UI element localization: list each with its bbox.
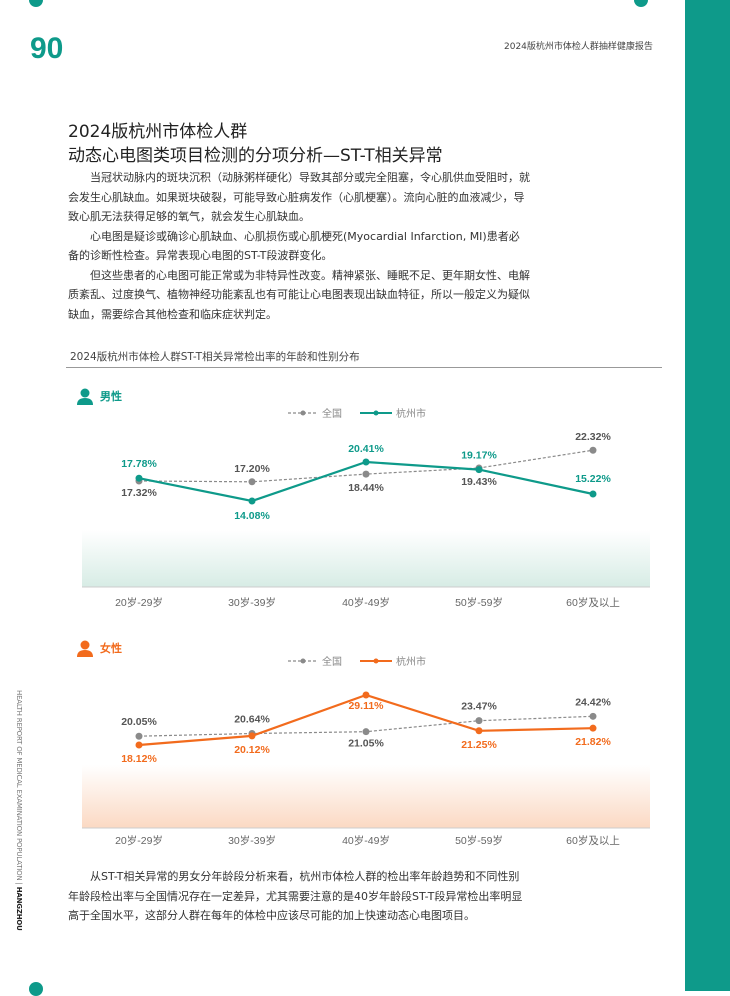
- national-point: [135, 477, 143, 485]
- decor-dot: [634, 0, 648, 7]
- title-line-1: 2024版杭州市体检人群: [68, 122, 248, 142]
- national-data-label: 24.42%: [575, 696, 611, 708]
- hangzhou-point: [362, 458, 370, 466]
- female-label: 女性: [100, 642, 122, 655]
- running-header: 2024版杭州市体检人群抽样健康报告: [504, 42, 653, 52]
- hangzhou-series-line: [138, 693, 594, 747]
- decor-dot: [29, 982, 43, 996]
- national-data-label: 20.64%: [234, 714, 270, 726]
- x-tick-label: 20岁-29岁: [115, 834, 163, 847]
- x-tick-label: 60岁及以上: [566, 596, 620, 609]
- x-tick-label: 50岁-59岁: [455, 834, 503, 847]
- national-data-label: 20.05%: [121, 716, 157, 728]
- national-point: [362, 470, 370, 478]
- national-data-label: 17.32%: [121, 487, 157, 499]
- male-label: 男性: [100, 390, 122, 403]
- national-data-label: 19.43%: [461, 476, 497, 488]
- paragraph: 但这些患者的心电图可能正常或为非特异性改变。精神紧张、睡眠不足、更年期女性、电解…: [68, 268, 530, 321]
- national-series-line: [138, 715, 594, 737]
- side-text-bold: HANGZHOU: [15, 886, 23, 931]
- national-point: [362, 728, 370, 736]
- hangzhou-point: [589, 724, 597, 732]
- legend-hangzhou-label: 杭州市: [396, 407, 426, 420]
- hangzhou-series-line: [138, 460, 594, 503]
- legend-national-marker: [300, 658, 306, 664]
- paragraph: 心电图是疑诊或确诊心肌缺血、心肌损伤或心肌梗死(Myocardial Infar…: [68, 229, 520, 263]
- national-data-label: 23.47%: [461, 701, 497, 713]
- baseline-band: [82, 530, 650, 587]
- side-band: [685, 0, 730, 991]
- paragraph: 从ST-T相关异常的男女分年龄段分析来看，杭州市体检人群的检出率年龄趋势和不同性…: [68, 870, 523, 922]
- paragraph: 当冠状动脉内的斑块沉积（动脉粥样硬化）导致其部分或完全阻塞，令心肌供血受阻时，就…: [68, 171, 530, 223]
- hangzhou-data-label: 20.41%: [348, 443, 384, 455]
- hangzhou-point: [135, 474, 143, 482]
- national-point: [475, 717, 483, 725]
- title-line-2: 动态心电图类项目检测的分项分析—ST-T相关异常: [68, 146, 443, 166]
- chart-section-title: 2024版杭州市体检人群ST-T相关异常检出率的年龄和性别分布: [70, 351, 360, 363]
- intro-text: 当冠状动脉内的斑块沉积（动脉粥样硬化）导致其部分或完全阻塞，令心肌供血受阻时，就…: [68, 168, 530, 324]
- hangzhou-point: [362, 691, 370, 699]
- hangzhou-point: [475, 466, 483, 474]
- side-text: HEALTH REPORT OF MEDICAL EXAMINATION POP…: [15, 690, 23, 881]
- legend-national-label: 全国: [322, 407, 342, 420]
- hangzhou-point: [248, 497, 256, 505]
- decor-dot: [29, 0, 43, 7]
- x-tick-label: 30岁-39岁: [228, 834, 276, 847]
- x-tick-label: 30岁-39岁: [228, 596, 276, 609]
- hangzhou-data-label: 19.17%: [461, 450, 497, 462]
- divider: [66, 367, 662, 368]
- hangzhou-data-label: 18.12%: [121, 753, 157, 765]
- national-data-label: 21.05%: [348, 738, 384, 750]
- hangzhou-data-label: 21.25%: [461, 739, 497, 751]
- hangzhou-data-label: 20.12%: [234, 744, 270, 756]
- x-tick-label: 20岁-29岁: [115, 596, 163, 609]
- x-tick-label: 40岁-49岁: [342, 596, 390, 609]
- legend-hangzhou-marker: [373, 410, 379, 416]
- national-point: [135, 732, 143, 740]
- legend-national-marker: [300, 410, 306, 416]
- hangzhou-point: [135, 741, 143, 749]
- national-data-label: 17.20%: [234, 463, 270, 475]
- hangzhou-data-label: 14.08%: [234, 510, 270, 522]
- side-vertical-text: HEALTH REPORT OF MEDICAL EXAMINATION POP…: [15, 690, 23, 931]
- page-number: 90: [30, 32, 64, 65]
- national-point: [248, 730, 256, 738]
- x-tick-label: 40岁-49岁: [342, 834, 390, 847]
- hangzhou-data-label: 29.11%: [348, 700, 384, 712]
- national-point: [589, 712, 597, 720]
- male-user-icon: [77, 388, 93, 405]
- legend-national-label: 全国: [322, 655, 342, 668]
- legend-hangzhou-marker: [373, 658, 379, 664]
- national-point: [248, 478, 256, 486]
- female-user-icon: [77, 640, 93, 657]
- national-point: [589, 446, 597, 454]
- female-heading: 女性: [76, 639, 122, 657]
- hangzhou-point: [248, 732, 256, 740]
- page-title: 2024版杭州市体检人群 动态心电图类项目检测的分项分析—ST-T相关异常: [68, 120, 443, 168]
- hangzhou-point: [589, 490, 597, 498]
- male-heading: 男性: [76, 387, 122, 405]
- national-series-line: [138, 449, 594, 483]
- hangzhou-data-label: 17.78%: [121, 458, 157, 470]
- baseline-band: [82, 765, 650, 828]
- x-tick-label: 50岁-59岁: [455, 596, 503, 609]
- legend-hangzhou-label: 杭州市: [396, 655, 426, 668]
- x-tick-label: 60岁及以上: [566, 834, 620, 847]
- national-point: [475, 464, 483, 472]
- hangzhou-data-label: 21.82%: [575, 736, 611, 748]
- hangzhou-data-label: 15.22%: [575, 473, 611, 485]
- national-data-label: 22.32%: [575, 431, 611, 443]
- national-data-label: 18.44%: [348, 482, 384, 494]
- hangzhou-point: [475, 727, 483, 735]
